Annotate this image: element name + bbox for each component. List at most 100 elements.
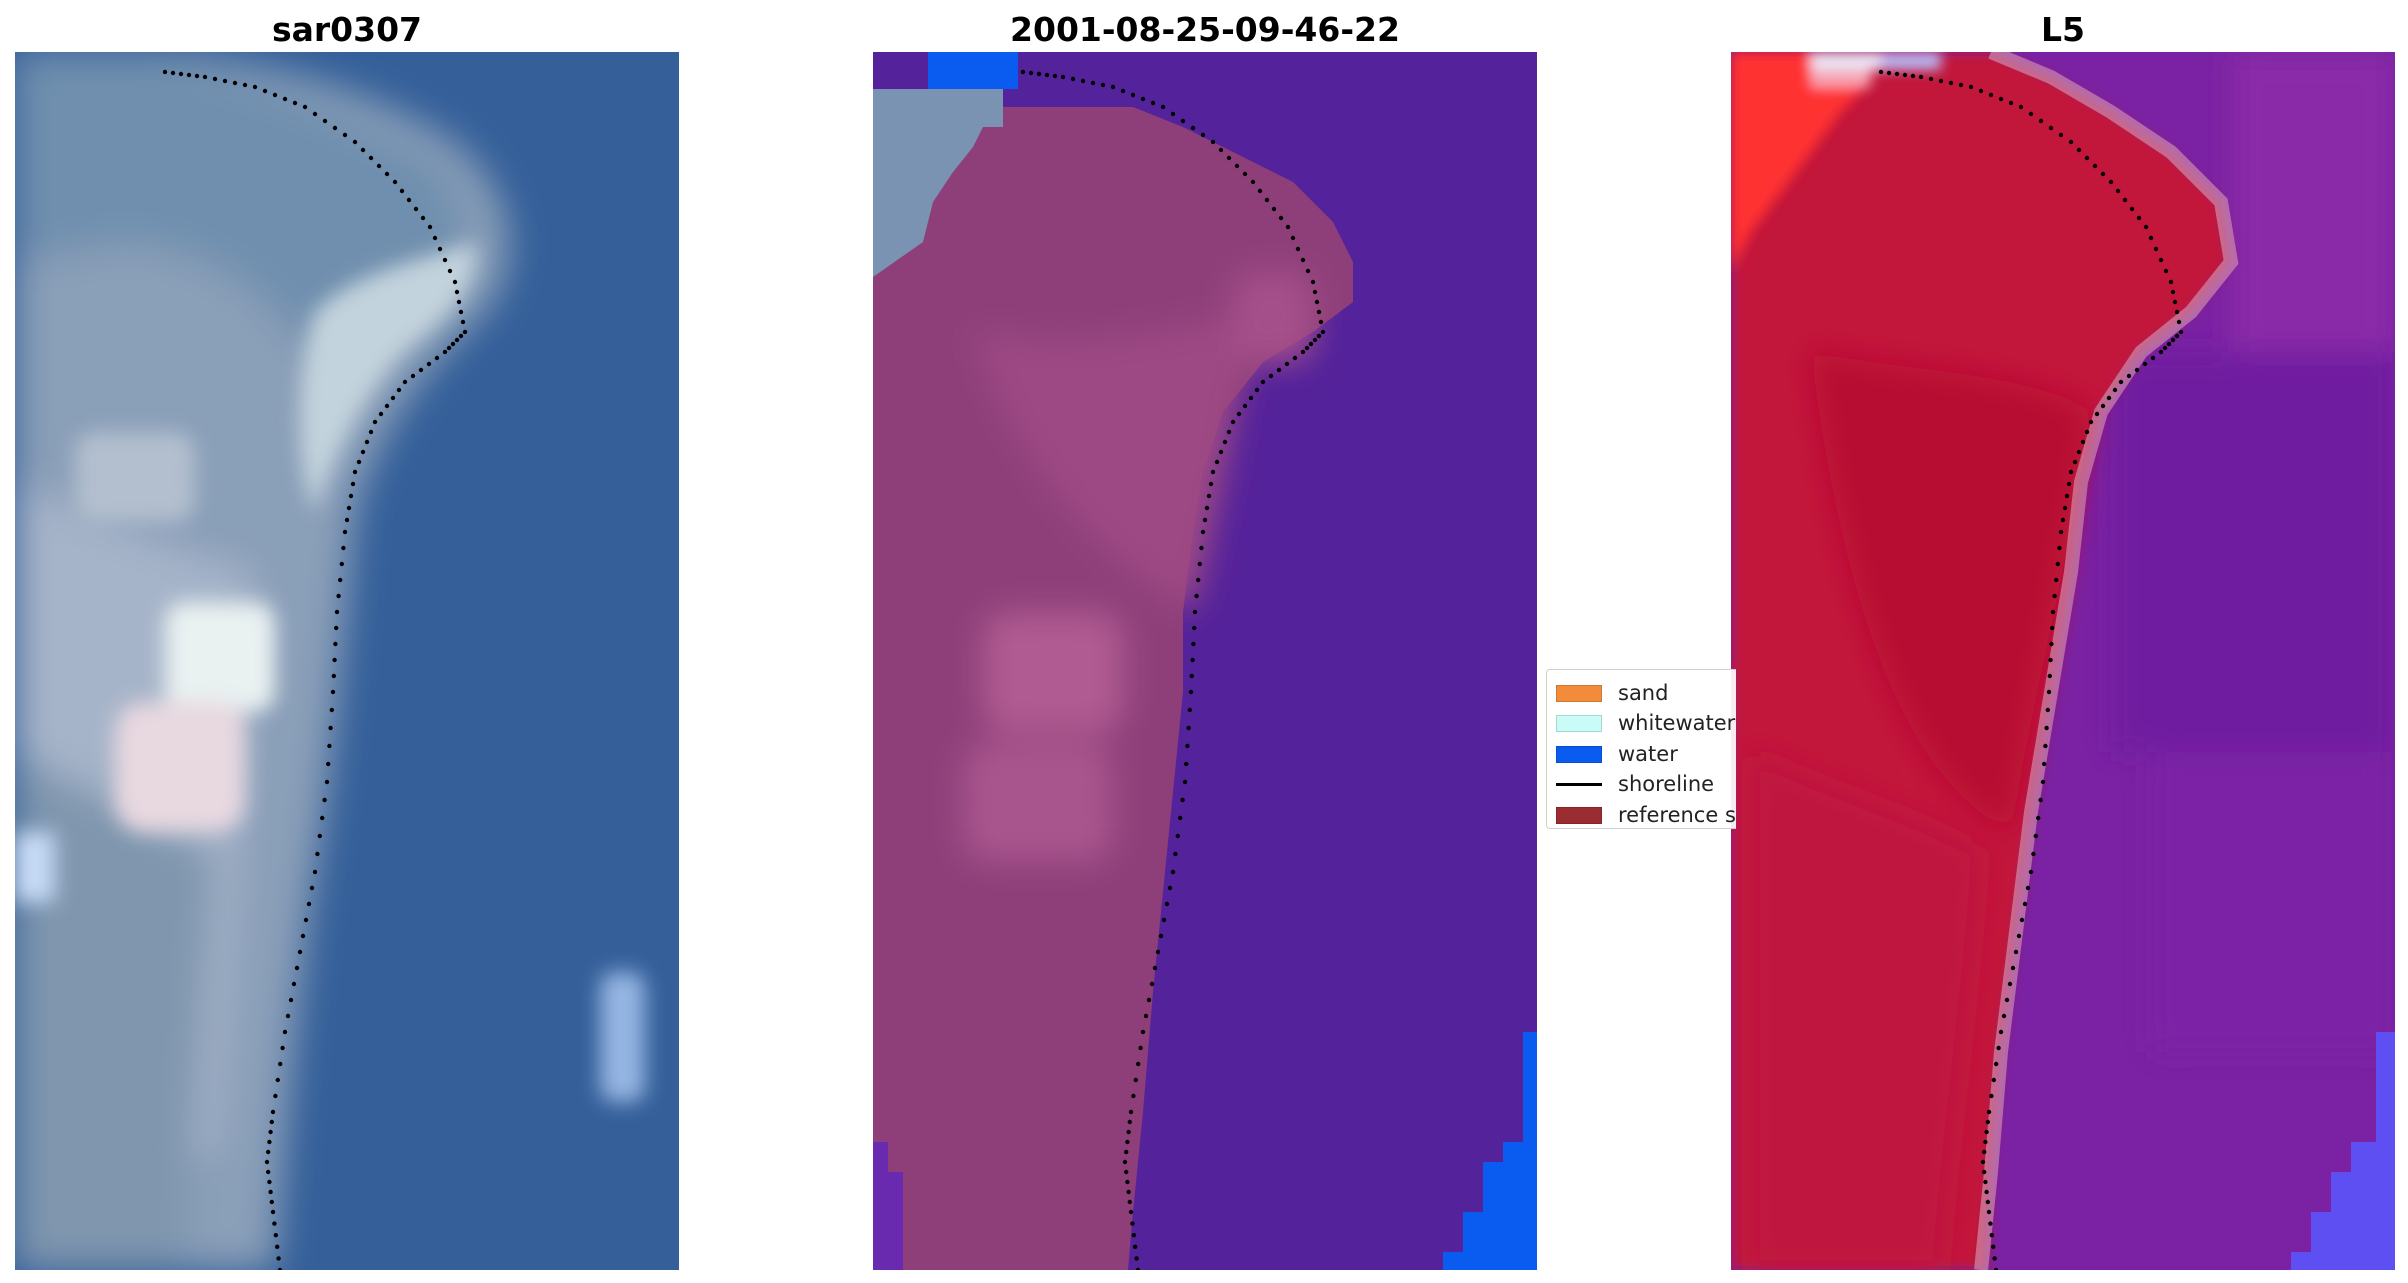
shoreline-dot: [2042, 761, 2047, 767]
shoreline-dot: [324, 779, 330, 785]
shoreline-dot: [1300, 257, 1306, 263]
shoreline-dot: [1310, 279, 1316, 285]
shoreline-dot: [2057, 545, 2062, 551]
shoreline-dot: [2048, 657, 2053, 663]
shoreline-dot: [1318, 319, 1324, 325]
shoreline-dot: [372, 419, 378, 425]
shoreline-dot: [2038, 118, 2044, 124]
shoreline-dot: [2129, 206, 2135, 212]
shoreline-dot: [1188, 689, 1194, 695]
shoreline-dot: [1202, 517, 1208, 523]
shoreline-dot: [410, 373, 416, 379]
shoreline-dot: [2158, 257, 2164, 263]
shoreline-dot: [420, 215, 426, 221]
legend-label: water: [1618, 741, 1678, 766]
shoreline-dot: [264, 1159, 270, 1165]
shoreline-dot: [1155, 949, 1161, 955]
shoreline-dot: [1250, 179, 1256, 185]
legend-line-shoreline: [1556, 783, 1602, 787]
shoreline-dot: [1100, 82, 1106, 88]
shoreline-dot: [273, 1233, 278, 1238]
shoreline-dot: [1131, 1233, 1136, 1238]
shoreline-dot: [1124, 1149, 1129, 1155]
shoreline-dot: [1938, 78, 1944, 84]
shoreline-dot: [2080, 439, 2086, 445]
shoreline-dot: [1320, 329, 1326, 335]
shoreline-dot: [288, 997, 294, 1003]
shoreline-dot: [344, 517, 350, 523]
shoreline-dot: [1910, 73, 1916, 79]
shoreline-dot: [2084, 155, 2090, 161]
shoreline-dot: [427, 224, 433, 230]
shoreline-dot: [1052, 73, 1058, 79]
shoreline-dot: [1918, 74, 1924, 80]
shoreline-dot: [277, 1267, 283, 1270]
shoreline-dot: [1290, 235, 1296, 241]
shoreline-dot: [447, 268, 453, 274]
shoreline-dot: [384, 171, 390, 177]
shoreline-dot: [222, 78, 228, 84]
shoreline-dot: [2072, 459, 2078, 465]
shoreline-dot: [1278, 215, 1284, 221]
shoreline-dot: [1152, 965, 1158, 971]
shoreline-dot: [1312, 289, 1318, 295]
shoreline-dot: [1284, 361, 1290, 367]
shoreline-dot: [334, 625, 339, 631]
shoreline-dot: [285, 1013, 291, 1019]
shoreline-dot: [270, 1109, 276, 1115]
shoreline-dot: [242, 82, 248, 88]
shoreline-dot: [2126, 373, 2132, 379]
shoreline-dot: [2058, 529, 2064, 535]
shoreline-dot: [450, 341, 456, 347]
shoreline-dot: [186, 72, 192, 78]
shoreline-dot: [360, 449, 366, 455]
shoreline-dot: [302, 104, 308, 110]
shoreline-dot: [2028, 111, 2034, 117]
shoreline-dot: [432, 235, 438, 241]
shoreline-dot: [212, 76, 218, 82]
shoreline-dot: [2038, 797, 2043, 803]
shoreline-dot: [2174, 309, 2180, 315]
shoreline-dot: [1158, 933, 1164, 939]
classified-image: [873, 52, 1537, 1270]
shoreline-dot: [306, 901, 312, 907]
shoreline-dot: [2118, 379, 2124, 385]
shoreline-dot: [2025, 885, 2031, 891]
shoreline-dot: [262, 88, 268, 94]
shoreline-dot: [2004, 997, 2010, 1003]
shoreline-dot: [1886, 70, 1892, 76]
shoreline-dot: [1982, 1169, 1987, 1175]
shoreline-dot: [1136, 1061, 1141, 1067]
shoreline-dot: [1140, 96, 1146, 102]
shoreline-dot: [336, 593, 341, 599]
shoreline-dot: [1276, 367, 1282, 373]
shoreline-dot: [312, 869, 318, 875]
shoreline-dot: [1143, 1013, 1149, 1019]
shoreline-dot: [2150, 355, 2156, 361]
shoreline-dot: [426, 361, 432, 367]
shoreline-dot: [1988, 92, 1994, 98]
shoreline-dot: [368, 155, 374, 161]
shoreline-dot: [1199, 545, 1204, 551]
shoreline-dot: [2100, 171, 2106, 177]
shoreline-dot: [350, 481, 356, 487]
legend-label: shoreline: [1618, 772, 1715, 797]
shoreline-dot: [1986, 1109, 1992, 1115]
shoreline-dot: [2033, 833, 2038, 839]
shoreline-dot: [2016, 933, 2022, 939]
shoreline-dot: [402, 379, 408, 385]
shoreline-dot: [458, 309, 464, 315]
shoreline-dot: [460, 319, 466, 325]
shoreline-dot: [442, 349, 448, 355]
shoreline-dot: [1090, 80, 1096, 86]
shoreline-dot: [1214, 459, 1220, 465]
shoreline-dot: [291, 981, 297, 987]
shoreline-dot: [2040, 779, 2046, 785]
shoreline-dot: [1122, 1159, 1128, 1165]
legend-label: whitewater: [1618, 711, 1736, 736]
shoreline-dot: [1125, 1139, 1130, 1145]
shoreline-dot: [2066, 481, 2072, 487]
shoreline-dot: [2064, 493, 2070, 499]
shoreline-dot: [2045, 707, 2050, 713]
shoreline-dot: [202, 74, 208, 80]
